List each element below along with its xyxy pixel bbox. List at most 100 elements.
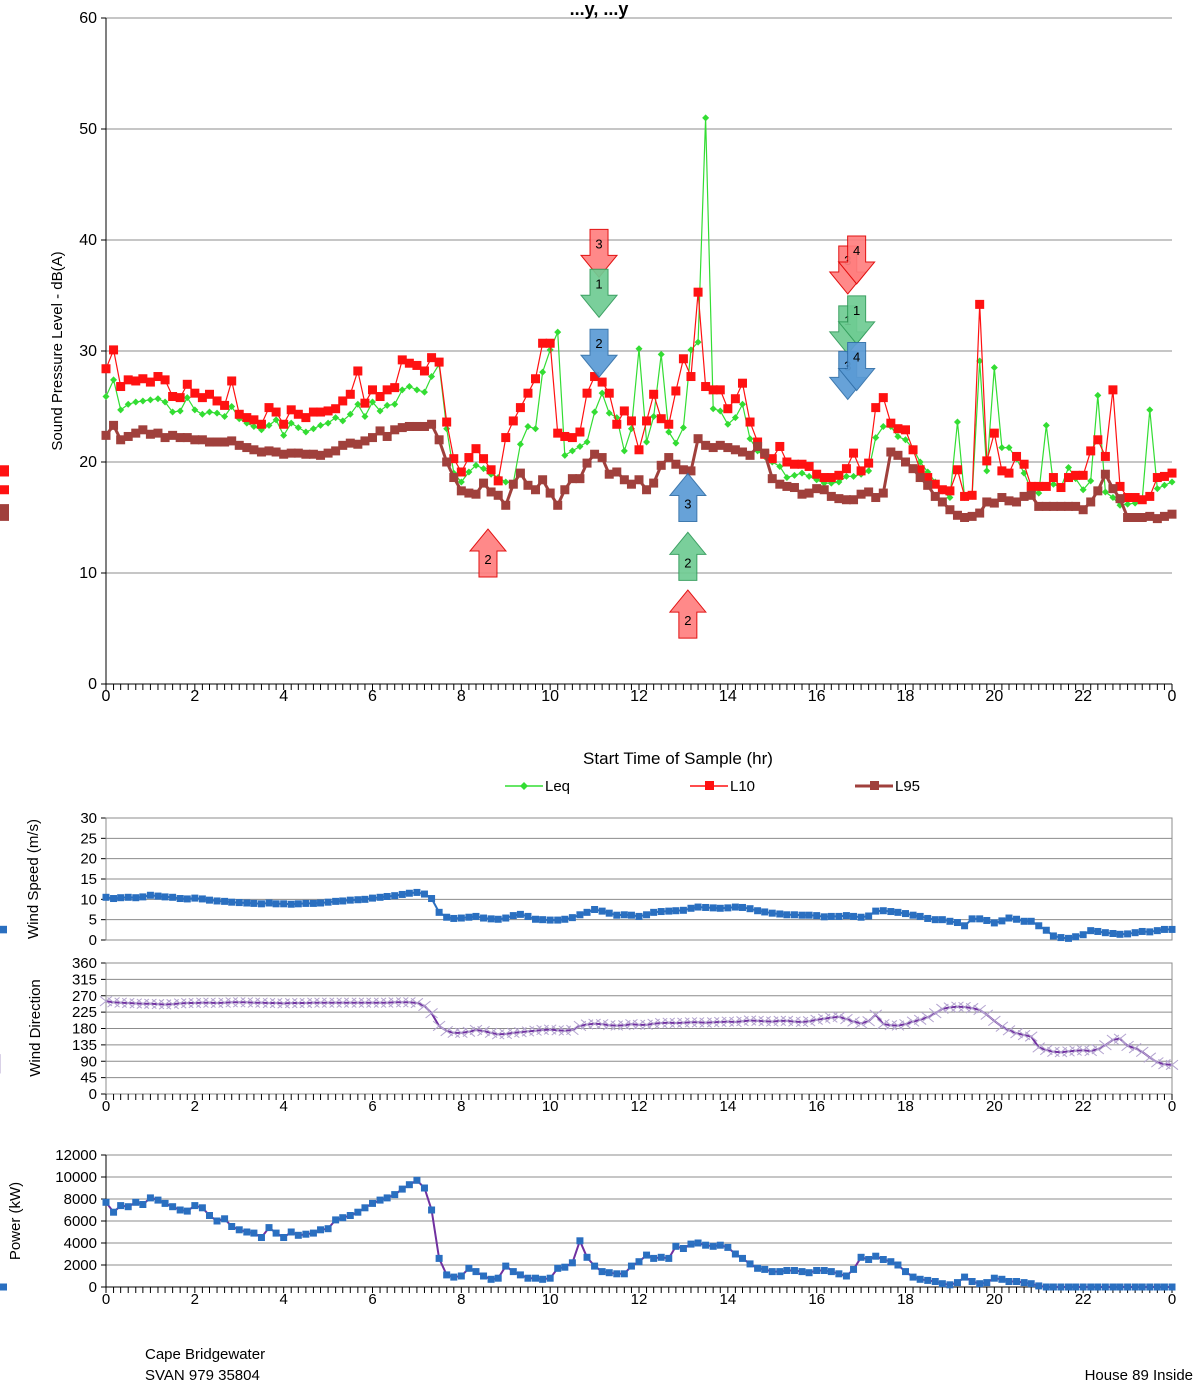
y-tick-label: 360 bbox=[72, 955, 97, 972]
data-point bbox=[597, 377, 607, 387]
data-point bbox=[487, 1275, 495, 1283]
data-point bbox=[256, 447, 266, 457]
data-point bbox=[827, 912, 835, 920]
data-point bbox=[782, 457, 792, 467]
data-point bbox=[0, 511, 9, 521]
data-point bbox=[826, 491, 836, 501]
data-point bbox=[998, 444, 1006, 452]
x-tick-label: 18 bbox=[897, 1098, 914, 1115]
data-point bbox=[324, 898, 332, 906]
legend-item-leq: Leq bbox=[505, 778, 570, 795]
data-point bbox=[1042, 1283, 1050, 1291]
data-point bbox=[413, 386, 421, 394]
data-point bbox=[1012, 497, 1022, 507]
data-point bbox=[834, 494, 844, 504]
data-point bbox=[419, 421, 429, 431]
data-point bbox=[531, 374, 541, 384]
data-point bbox=[798, 469, 806, 477]
data-point bbox=[427, 419, 437, 429]
data-point bbox=[383, 1194, 391, 1202]
data-point bbox=[902, 910, 909, 918]
x-tick-label: 0 bbox=[1168, 688, 1177, 705]
data-point bbox=[657, 350, 665, 358]
data-point bbox=[405, 889, 413, 897]
data-point bbox=[620, 1270, 628, 1278]
data-point bbox=[930, 491, 940, 501]
data-point bbox=[701, 440, 711, 450]
data-point bbox=[369, 894, 376, 902]
data-point bbox=[1146, 406, 1154, 414]
data-point bbox=[694, 903, 702, 911]
data-point bbox=[857, 1253, 865, 1261]
data-point bbox=[1013, 1278, 1021, 1285]
data-point bbox=[1017, 1029, 1031, 1041]
data-point bbox=[442, 457, 452, 467]
data-point bbox=[425, 1008, 438, 1019]
data-point bbox=[361, 895, 369, 903]
data-point bbox=[464, 453, 474, 463]
data-point bbox=[945, 505, 955, 515]
data-point bbox=[687, 904, 695, 912]
data-point bbox=[965, 1002, 979, 1014]
data-point bbox=[937, 485, 947, 495]
data-point bbox=[154, 1196, 162, 1204]
data-point bbox=[847, 1016, 860, 1027]
data-point bbox=[221, 412, 229, 420]
data-point bbox=[938, 916, 946, 924]
data-point bbox=[1078, 505, 1088, 515]
data-point bbox=[480, 1272, 488, 1280]
data-point bbox=[566, 1024, 579, 1036]
data-point bbox=[567, 474, 577, 484]
data-point bbox=[302, 428, 310, 436]
x-tick-label: 6 bbox=[368, 688, 377, 705]
data-point bbox=[420, 1184, 428, 1192]
data-point bbox=[819, 473, 829, 483]
data-point bbox=[308, 407, 318, 417]
data-point bbox=[146, 396, 154, 404]
data-point bbox=[694, 1239, 702, 1247]
data-point bbox=[989, 428, 999, 438]
data-point bbox=[865, 912, 873, 920]
data-point bbox=[338, 440, 348, 450]
data-point bbox=[1159, 511, 1169, 521]
data-point bbox=[810, 1014, 823, 1025]
data-point bbox=[998, 917, 1006, 925]
data-point bbox=[1101, 1283, 1109, 1291]
data-point bbox=[761, 908, 769, 916]
data-point bbox=[1065, 934, 1073, 942]
data-point bbox=[242, 413, 252, 423]
data-point bbox=[1071, 501, 1081, 511]
data-point bbox=[575, 474, 585, 484]
data-point bbox=[1071, 470, 1081, 480]
data-point bbox=[605, 409, 613, 417]
data-point bbox=[539, 368, 547, 376]
data-point bbox=[265, 421, 273, 429]
data-point bbox=[1012, 451, 1022, 461]
series-line-3 bbox=[0, 996, 1179, 1074]
data-point bbox=[516, 910, 524, 918]
data-point bbox=[561, 915, 569, 923]
data-point bbox=[369, 1199, 376, 1207]
data-point bbox=[243, 899, 251, 907]
data-point bbox=[471, 489, 481, 499]
y-axis-label: Sound Pressure Level - dB(A) bbox=[49, 251, 66, 450]
data-point bbox=[264, 446, 274, 456]
data-point bbox=[1057, 934, 1065, 942]
data-point bbox=[487, 915, 495, 923]
data-point bbox=[309, 899, 317, 907]
data-point bbox=[176, 895, 184, 903]
data-point bbox=[604, 469, 614, 479]
data-point bbox=[560, 431, 570, 441]
data-point bbox=[635, 345, 643, 353]
y-tick-label: 0 bbox=[89, 1279, 97, 1296]
data-point bbox=[1109, 929, 1117, 937]
data-point bbox=[582, 458, 592, 468]
data-point bbox=[191, 1202, 199, 1210]
data-point bbox=[249, 415, 259, 425]
data-point bbox=[745, 417, 755, 427]
data-point bbox=[213, 409, 221, 417]
data-point bbox=[265, 899, 273, 907]
data-point bbox=[568, 1259, 576, 1267]
data-point bbox=[146, 1194, 154, 1202]
data-point bbox=[1094, 391, 1102, 399]
